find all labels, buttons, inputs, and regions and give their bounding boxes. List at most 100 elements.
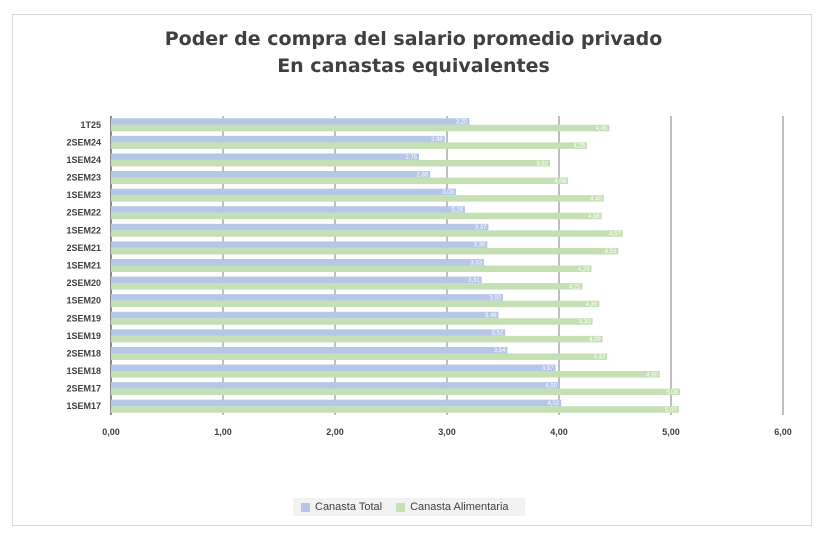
bar [111,265,592,272]
bar [111,335,603,343]
data-label: 2,98 [431,137,443,143]
y-tick-label: 1SEM18 [66,366,101,376]
y-tick-label: 2SEM23 [66,173,101,183]
data-label: 3,54 [494,348,506,354]
legend-swatch-canasta-total [301,502,310,512]
bar [111,283,583,290]
bar [111,259,484,266]
legend-label-canasta-alimentaria: Canasta Alimentaria [410,501,509,513]
bar [111,153,419,160]
data-label: 4,25 [573,144,585,150]
y-tick-label: 1SEM20 [66,296,101,306]
data-label: 4,53 [605,249,617,255]
x-tick-label: 0,00 [102,427,120,437]
bar [111,135,445,143]
data-label: 4,40 [590,196,602,202]
y-tick-label: 1SEM24 [66,155,101,165]
bar [111,406,679,413]
chart-title-block: Poder de compra del salario promedio pri… [0,26,827,80]
bar [111,276,482,284]
data-label: 3,33 [470,260,482,266]
bar [111,241,488,248]
y-tick-label: 2SEM17 [66,384,101,394]
bar [111,124,610,132]
data-label: 3,52 [492,331,504,337]
legend-item-canasta-total: Canasta Total [301,501,382,513]
y-tick-label: 1SEM19 [66,331,101,341]
bar [111,311,499,319]
data-label: 4,00 [545,383,557,389]
bar [111,177,568,185]
x-tick-label: 1,00 [214,427,232,437]
x-tick-label: 5,00 [662,427,680,437]
x-tick-label: 6,00 [774,427,792,437]
data-label: 3,46 [485,313,497,319]
data-label: 4,21 [569,284,581,290]
chart-subtitle: En canastas equivalentes [277,55,550,77]
y-tick-label: 2SEM19 [66,313,101,323]
data-label: 4,29 [578,267,590,273]
y-tick-label: 2SEM21 [66,243,101,253]
bar [111,142,587,149]
data-label: 3,36 [474,243,486,249]
data-label: 3,20 [456,120,468,126]
bar [111,346,508,354]
data-label: 2,85 [417,172,429,178]
bar [111,329,506,336]
y-tick-label: 1T25 [80,120,101,130]
bar [111,159,551,167]
data-label: 3,97 [542,366,554,372]
data-label: 3,37 [475,225,487,231]
data-label: 4,57 [609,232,621,238]
y-tick-label: 2SEM24 [66,137,101,147]
bar [111,188,456,196]
bar [111,399,562,407]
bar [111,223,489,231]
data-label: 3,08 [442,190,454,196]
bar [111,364,556,372]
x-tick-label: 2,00 [326,427,344,437]
legend-item-canasta-alimentaria: Canasta Alimentaria [396,501,509,513]
bar [111,382,559,389]
data-label: 4,43 [593,355,605,361]
bar [111,195,604,202]
bar [111,353,608,360]
data-label: 3,31 [468,278,480,284]
y-tick-label: 2SEM18 [66,348,101,358]
bar [111,294,503,301]
data-label: 4,02 [548,401,560,407]
chart-title: Poder de compra del salario promedio pri… [164,28,663,50]
data-label: 4,08 [554,179,566,185]
bar [111,300,600,308]
y-tick-label: 2SEM22 [66,208,101,218]
data-label: 3,16 [451,208,463,214]
bar [111,212,602,220]
bar [111,371,660,378]
bar [111,388,680,396]
legend: Canasta Total Canasta Alimentaria [293,498,525,516]
y-tick-label: 1SEM23 [66,190,101,200]
data-label: 4,90 [646,372,658,378]
bar [111,247,619,255]
legend-swatch-canasta-alimentaria [396,502,406,512]
bar [111,118,470,125]
x-tick-label: 3,00 [438,427,456,437]
data-label: 3,50 [489,295,501,301]
bar [111,206,465,213]
data-label: 5,08 [666,390,678,396]
bar [111,318,593,325]
legend-label-canasta-total: Canasta Total [315,501,383,513]
data-label: 4,36 [586,302,598,308]
data-label: 5,07 [665,408,677,414]
data-label: 4,30 [579,320,591,326]
y-tick-label: 1SEM21 [66,261,101,271]
data-label: 2,75 [405,155,417,161]
data-label: 4,39 [589,337,601,343]
y-tick-label: 1SEM17 [66,401,101,411]
bar [111,230,623,237]
bar [111,171,431,178]
data-label: 4,38 [588,214,600,220]
y-tick-label: 2SEM20 [66,278,101,288]
data-label: 3,92 [536,161,548,167]
